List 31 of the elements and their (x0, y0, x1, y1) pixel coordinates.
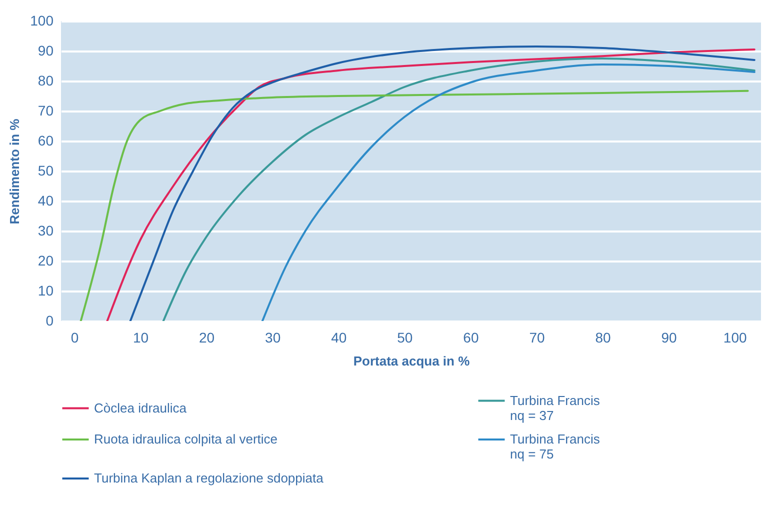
legend-label: Turbina Francis nq = 37 (510, 392, 600, 423)
y-tick-label: 80 (38, 72, 54, 88)
x-tick-label: 30 (265, 330, 281, 346)
y-tick-label: 30 (38, 222, 54, 238)
y-axis-title: Rendimento in % (7, 118, 22, 224)
x-tick-label: 90 (661, 330, 678, 346)
x-tick-label: 100 (723, 330, 747, 346)
y-tick-label: 100 (30, 12, 54, 28)
legend-label: Turbina Kaplan a regolazione sdoppiata (94, 470, 324, 486)
legend-label: Turbina Francis nq = 75 (510, 432, 600, 462)
x-tick-label: 70 (529, 330, 545, 346)
y-tick-label: 60 (38, 132, 54, 148)
x-tick-label: 50 (397, 330, 413, 346)
x-tick-label: 80 (595, 330, 612, 346)
line-series (80, 90, 749, 321)
legend-label: Còclea idraulica (94, 400, 188, 416)
x-tick-label: 20 (198, 330, 215, 346)
y-tick-label: 20 (38, 252, 54, 268)
y-tick-label: 0 (46, 312, 54, 328)
x-tick-label: 40 (331, 330, 347, 346)
x-tick-label: 0 (70, 330, 79, 346)
x-tick-label: 10 (132, 330, 149, 346)
y-tick-label: 10 (38, 282, 54, 298)
y-tick-label: 90 (38, 42, 54, 58)
y-tick-label: 50 (38, 162, 54, 178)
y-tick-label: 70 (38, 102, 54, 118)
x-tick-label: 60 (463, 330, 479, 346)
legend-label: Ruota idraulica colpita al vertice (94, 432, 278, 446)
x-axis-title: Portata acqua in % (353, 354, 470, 368)
line-series (261, 64, 756, 321)
y-tick-label: 40 (38, 192, 54, 208)
